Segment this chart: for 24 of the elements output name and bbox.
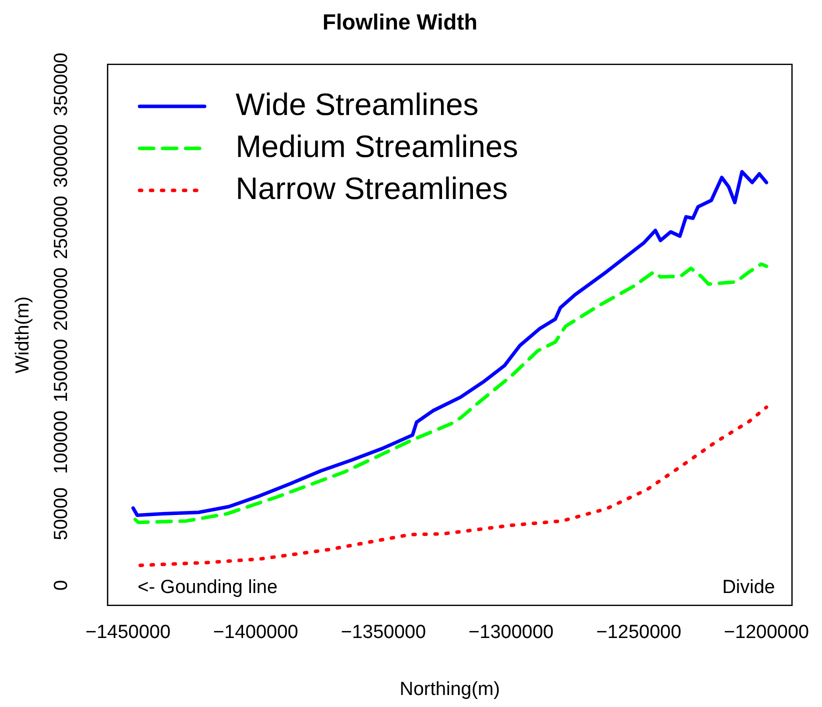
y-axis-title: Width(m) <box>12 296 34 374</box>
x-tick-label: −1300000 <box>468 622 554 644</box>
y-tick-label: 250000 <box>51 196 72 260</box>
line-series <box>133 262 768 524</box>
y-tick-label: 0 <box>51 580 72 591</box>
x-tick-label: −1450000 <box>85 622 171 644</box>
x-tick-label: −1200000 <box>724 622 809 644</box>
legend-label: Narrow Streamlines <box>236 170 508 206</box>
x-tick-label: −1400000 <box>213 622 298 644</box>
y-tick-label: 200000 <box>51 267 72 331</box>
legend-label: Wide Streamlines <box>236 86 479 122</box>
y-tick-label: 50000 <box>51 487 72 540</box>
x-tick-label: −1250000 <box>596 622 682 644</box>
y-tick-label: 300000 <box>51 124 72 188</box>
legend-label: Medium Streamlines <box>236 128 518 164</box>
chart-title: Flowline Width <box>322 9 478 34</box>
x-axis-title: Northing(m) <box>400 678 500 700</box>
x-tick-label: −1350000 <box>340 622 426 644</box>
annotation: Divide <box>722 577 775 598</box>
annotation: <- Gounding line <box>138 577 278 598</box>
y-tick-label: 350000 <box>51 52 72 116</box>
line-series <box>138 405 768 568</box>
y-tick-label: 100000 <box>51 410 72 474</box>
y-tick-label: 150000 <box>51 338 72 402</box>
